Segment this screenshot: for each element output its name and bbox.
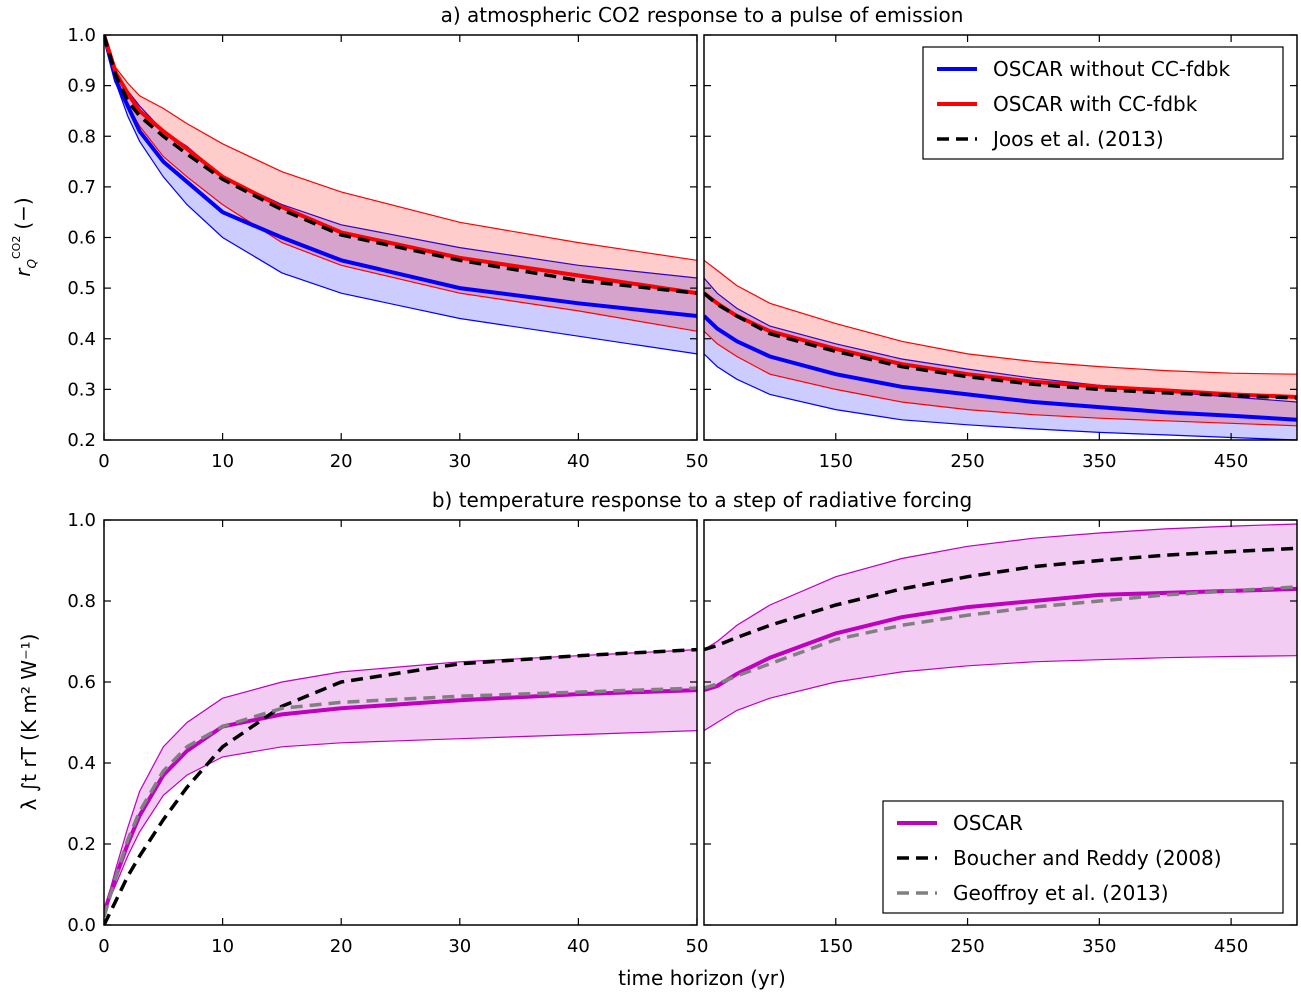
band-upper-b-s0-right	[704, 523, 1297, 651]
band-lower-a-s0-right	[704, 353, 1297, 440]
series-line-a-s0-right	[704, 314, 1297, 422]
xtick-label-left: 40	[567, 936, 590, 957]
band-lower-b-s0-right	[704, 655, 1297, 732]
series-line-b-s2-right	[704, 585, 1297, 690]
series-line-a-s2-left	[104, 35, 697, 295]
legend-label: Joos et al. (2013)	[991, 127, 1164, 151]
legend-label: OSCAR without CC-fdbk	[993, 57, 1230, 81]
series-line-b-s2-left	[104, 686, 697, 918]
series-line-a-s0-left	[104, 35, 697, 318]
ytick-label: 0.6	[67, 228, 96, 249]
band-lower-a-s0-left	[104, 35, 697, 355]
series-line-a-s1-right	[704, 291, 1297, 399]
band-upper-a-s1-left	[104, 35, 697, 261]
ytick-label: 0.4	[67, 753, 96, 774]
ytick-label: 0.0	[67, 915, 96, 936]
band-a-s1-left	[104, 35, 697, 332]
xtick-label-right: 150	[819, 451, 853, 472]
xtick-label-right: 350	[1082, 451, 1116, 472]
xtick-label-left: 50	[686, 451, 709, 472]
ytick-label: 0.3	[67, 379, 96, 400]
xtick-label-left: 20	[330, 936, 353, 957]
ytick-label: 0.2	[67, 430, 96, 451]
ytick-label: 0.8	[67, 591, 96, 612]
ytick-label: 0.7	[67, 177, 96, 198]
legend-label: Geoffroy et al. (2013)	[953, 881, 1169, 905]
ytick-label: 1.0	[67, 510, 96, 531]
xtick-label-left: 0	[98, 451, 109, 472]
panel-b-frame-right	[703, 519, 1298, 926]
series-line-a-s1-left	[104, 35, 697, 296]
ytick-label: 0.9	[67, 76, 96, 97]
ytick-label: 1.0	[67, 25, 96, 46]
ytick-label: 0.6	[67, 672, 96, 693]
ytick-label: 0.2	[67, 834, 96, 855]
band-b-s0-left	[104, 649, 697, 913]
legend-box	[922, 46, 1284, 160]
panel-a-legend: OSCAR without CC-fdbk OSCAR with CC-fdbk J…	[922, 46, 1284, 160]
xtick-label-right: 150	[819, 936, 853, 957]
band-b-s0-right	[704, 524, 1297, 731]
legend-label: OSCAR with CC-fdbk	[993, 92, 1198, 116]
xtick-label-left: 10	[211, 936, 234, 957]
ytick-label: 0.8	[67, 126, 96, 147]
legend-label: Boucher and Reddy (2008)	[953, 846, 1222, 870]
x-axis-label: time horizon (yr)	[618, 966, 786, 990]
band-lower-a-s1-right	[704, 330, 1297, 427]
panel-b-legend: OSCAR Boucher and Reddy (2008) Geoffroy et…	[882, 800, 1284, 914]
panel-a-right-plot	[704, 259, 1297, 440]
panel-b-frame-left	[103, 519, 698, 926]
ytick-label: 0.5	[67, 278, 96, 299]
panel-b-title: b) temperature response to a step of rad…	[432, 488, 972, 512]
xtick-label-left: 30	[448, 936, 471, 957]
ytick-label: 0.4	[67, 329, 96, 350]
panel-a-y-axis-label: rQCO2(−)	[10, 197, 39, 276]
panel-a-left-plot	[104, 35, 697, 355]
panel-b-right-plot	[704, 523, 1297, 732]
panel-b-y-axis-label: λ ∫t rT (K m² W⁻¹)	[17, 634, 41, 811]
xtick-label-left: 40	[567, 451, 590, 472]
band-a-s1-right	[704, 260, 1297, 426]
xtick-label-right: 450	[1214, 936, 1248, 957]
series-line-b-s0-left	[104, 688, 697, 914]
panel-a-title: a) atmospheric CO2 response to a pulse o…	[441, 3, 964, 27]
xtick-label-left: 20	[330, 451, 353, 472]
xtick-label-left: 0	[98, 936, 109, 957]
xtick-label-right: 350	[1082, 936, 1116, 957]
band-a-s0-right	[704, 278, 1297, 440]
band-lower-b-s0-left	[104, 730, 697, 914]
band-upper-b-s0-left	[104, 649, 697, 914]
xtick-label-left: 10	[211, 451, 234, 472]
xtick-label-left: 50	[686, 936, 709, 957]
xtick-label-left: 30	[448, 451, 471, 472]
series-line-b-s1-right	[704, 546, 1297, 652]
xtick-label-right: 250	[950, 936, 984, 957]
xtick-label-right: 450	[1214, 451, 1248, 472]
band-upper-a-s1-right	[704, 259, 1297, 375]
xtick-label-right: 250	[950, 451, 984, 472]
panel-b-left-plot	[104, 647, 697, 925]
series-line-b-s1-left	[104, 647, 697, 925]
legend-label: OSCAR	[953, 811, 1023, 835]
panel-a: a) atmospheric CO2 response to a pulse o…	[67, 3, 1298, 472]
legend-box	[882, 800, 1284, 914]
panel-b: b) temperature response to a step of rad…	[67, 488, 1298, 957]
